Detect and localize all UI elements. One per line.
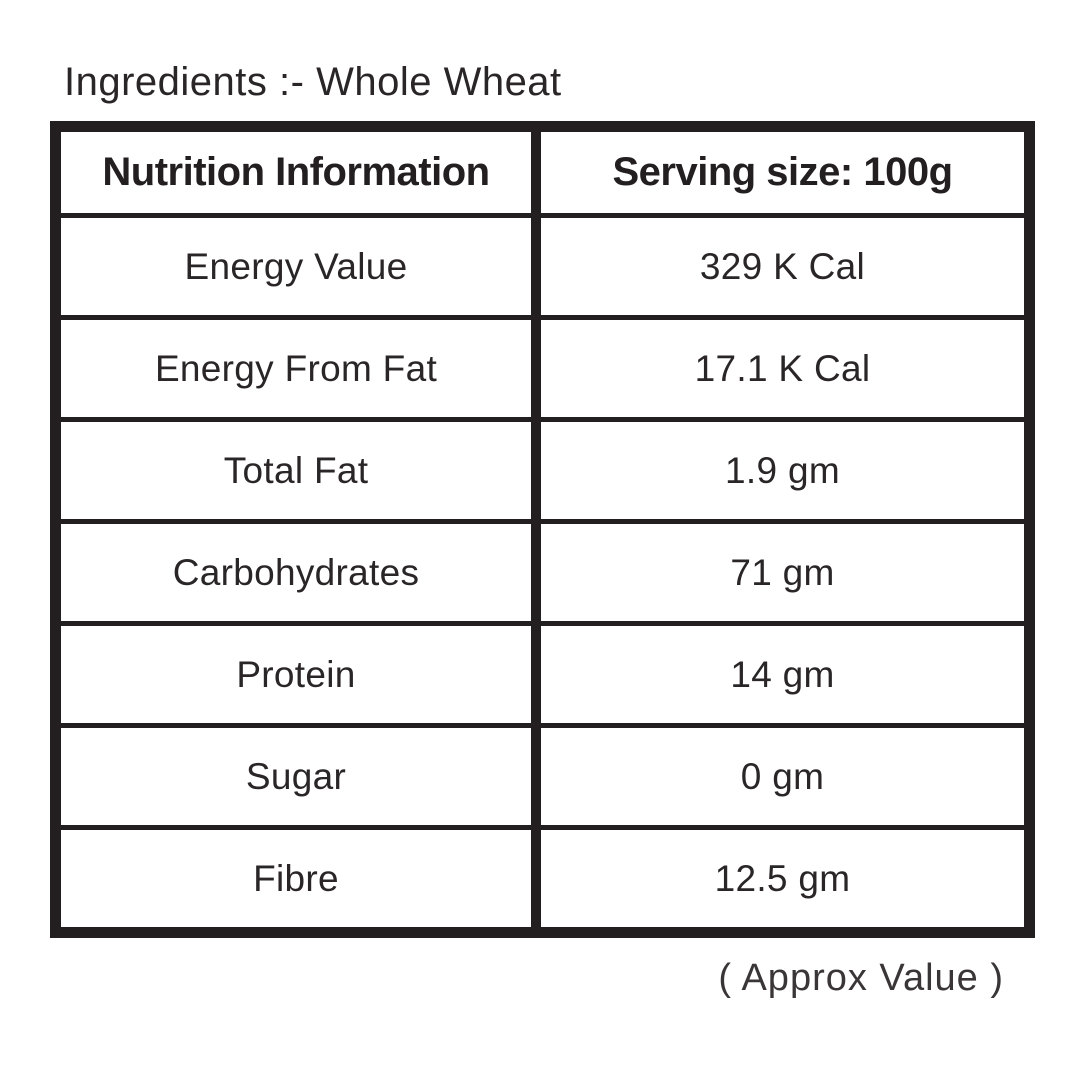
nutrient-name-cell: Energy From Fat bbox=[61, 315, 541, 417]
nutrition-table: Nutrition Information Serving size: 100g… bbox=[50, 121, 1035, 938]
nutrient-value-cell: 17.1 K Cal bbox=[541, 315, 1024, 417]
nutrient-name-cell: Sugar bbox=[61, 723, 541, 825]
nutrient-value-cell: 14 gm bbox=[541, 621, 1024, 723]
table-header-serving-size: Serving size: 100g bbox=[541, 132, 1024, 213]
nutrient-value-cell: 71 gm bbox=[541, 519, 1024, 621]
table-header-nutrition-information: Nutrition Information bbox=[61, 132, 541, 213]
ingredients-label: Ingredients :- Whole Wheat bbox=[64, 60, 562, 104]
nutrient-value-cell: 1.9 gm bbox=[541, 417, 1024, 519]
nutrient-value-cell: 329 K Cal bbox=[541, 213, 1024, 315]
nutrient-value-cell: 12.5 gm bbox=[541, 825, 1024, 927]
nutrient-name-cell: Fibre bbox=[61, 825, 541, 927]
nutrient-name-cell: Protein bbox=[61, 621, 541, 723]
nutrient-name-cell: Energy Value bbox=[61, 213, 541, 315]
nutrient-name-cell: Total Fat bbox=[61, 417, 541, 519]
nutrient-name-cell: Carbohydrates bbox=[61, 519, 541, 621]
approx-value-note: ( Approx Value ) bbox=[718, 957, 1004, 999]
nutrient-value-cell: 0 gm bbox=[541, 723, 1024, 825]
